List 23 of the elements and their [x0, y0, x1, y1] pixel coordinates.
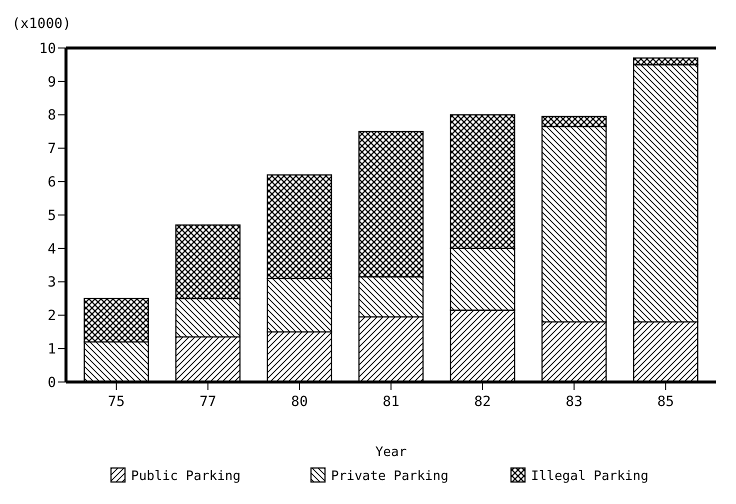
y-tick-label: 7 — [48, 141, 56, 158]
y-tick-label: 5 — [48, 208, 56, 224]
y-tick-label: 1 — [48, 342, 56, 358]
x-tick-label: 85 — [657, 394, 674, 410]
y-tick-label: 6 — [48, 174, 56, 190]
y-axis-title: (x1000) — [12, 16, 72, 32]
x-tick-label: 83 — [566, 394, 583, 410]
y-tick-label: 2 — [48, 308, 56, 324]
y-tick-label: 9 — [48, 74, 56, 90]
x-tick-label: 80 — [291, 394, 308, 410]
y-tick-label: 3 — [48, 274, 56, 291]
y-tick-label: 10 — [39, 40, 56, 57]
x-tick-label: 81 — [382, 394, 400, 410]
legend-label: Private Parking — [331, 469, 448, 484]
legend-label: Illegal Parking — [531, 469, 648, 484]
x-tick-label: 77 — [199, 394, 216, 410]
legend-label: Public Parking — [131, 469, 241, 484]
x-tick-label: 75 — [108, 394, 125, 410]
y-tick-label: 8 — [48, 108, 56, 124]
y-tick-label: 4 — [48, 241, 56, 258]
x-tick-label: 82 — [474, 394, 491, 410]
y-tick-label: 0 — [48, 374, 56, 391]
x-axis-title: Year — [375, 445, 407, 460]
